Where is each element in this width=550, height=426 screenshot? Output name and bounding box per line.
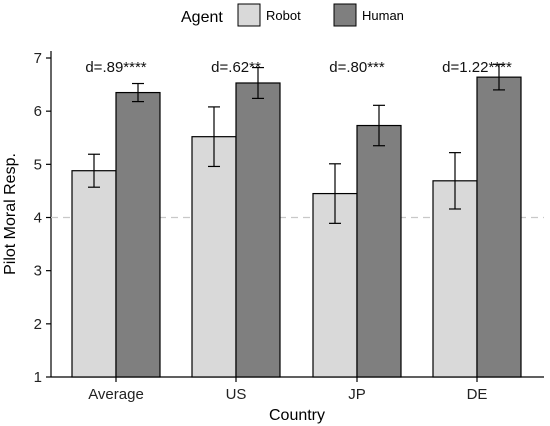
- bar-human-de: [476, 76, 522, 378]
- x-tick-label: DE: [467, 386, 488, 403]
- y-tick-label: 6: [34, 103, 42, 120]
- y-tick-label: 7: [34, 50, 42, 67]
- bars-group: [71, 76, 522, 378]
- error-bars-group: [88, 63, 505, 224]
- x-tick-label: US: [226, 386, 247, 403]
- y-tick-label: 1: [34, 369, 42, 386]
- legend: Agent Robot Human: [181, 3, 404, 27]
- x-axis-title: Country: [269, 407, 325, 424]
- effect-size-label: d=.89****: [85, 59, 146, 76]
- effect-size-label: d=.80***: [329, 59, 385, 76]
- legend-swatch-robot: [237, 3, 261, 27]
- x-axis-ticks: Average US JP DE: [88, 377, 487, 403]
- legend-label-human: Human: [362, 8, 404, 23]
- bar-human-average: [115, 91, 161, 378]
- y-axis-ticks: 1 2 3 4 5 6 7: [34, 50, 51, 386]
- legend-title: Agent: [181, 9, 223, 26]
- effect-size-annotations: d=.89**** d=.62** d=.80*** d=1.22****: [85, 59, 512, 76]
- x-tick-label: Average: [88, 386, 144, 403]
- bar-robot-us: [191, 136, 237, 378]
- bar-robot-average: [71, 170, 117, 378]
- y-tick-label: 5: [34, 156, 42, 173]
- y-tick-label: 3: [34, 263, 42, 280]
- bar-robot-de: [432, 180, 478, 378]
- y-tick-label: 2: [34, 316, 42, 333]
- y-axis-title: Pilot Moral Resp.: [2, 153, 19, 275]
- x-tick-label: JP: [348, 386, 366, 403]
- bar-human-jp: [356, 124, 402, 378]
- y-tick-label: 4: [34, 210, 42, 227]
- effect-size-label: d=.62**: [211, 59, 261, 76]
- legend-label-robot: Robot: [266, 8, 301, 23]
- effect-size-label: d=1.22****: [442, 59, 512, 76]
- bar-human-us: [235, 82, 281, 378]
- legend-swatch-human: [333, 3, 357, 27]
